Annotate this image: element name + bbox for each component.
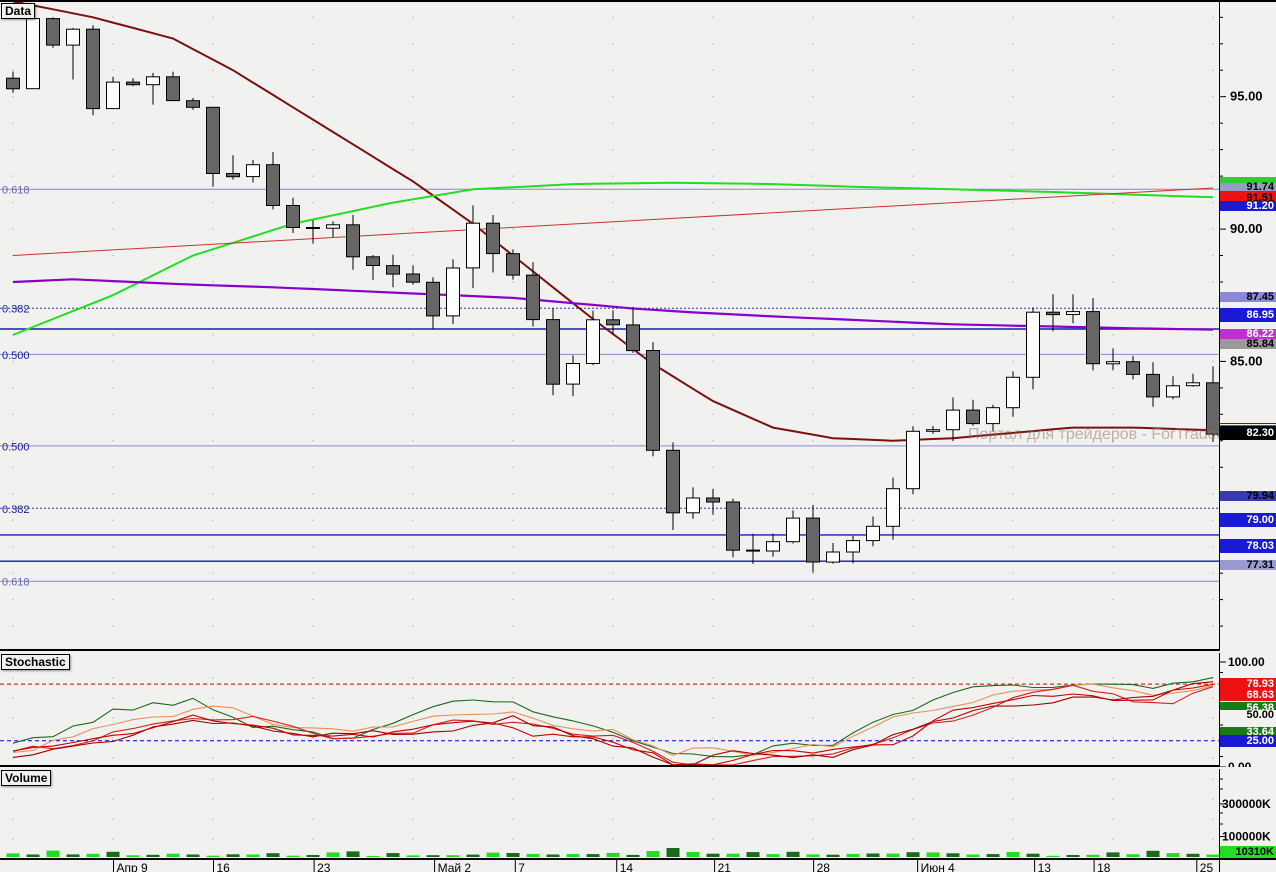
svg-text:90.00: 90.00 <box>1230 221 1263 236</box>
svg-text:0.382: 0.382 <box>2 504 30 516</box>
svg-text:23: 23 <box>317 861 331 872</box>
svg-text:85.00: 85.00 <box>1230 353 1263 368</box>
svg-text:0.382: 0.382 <box>2 304 30 316</box>
svg-text:13: 13 <box>1038 861 1052 872</box>
svg-text:0.618: 0.618 <box>2 577 30 589</box>
svg-text:Июн 4: Июн 4 <box>921 861 956 872</box>
svg-text:25: 25 <box>1200 861 1214 872</box>
svg-text:100.00: 100.00 <box>1228 655 1265 669</box>
svg-text:7: 7 <box>518 861 525 872</box>
svg-text:300000K: 300000K <box>1222 797 1271 811</box>
svg-text:Апр 9: Апр 9 <box>117 861 149 872</box>
svg-text:0.500: 0.500 <box>2 441 30 453</box>
svg-text:0.618: 0.618 <box>2 185 30 197</box>
svg-text:0.500: 0.500 <box>2 350 30 362</box>
svg-text:100000K: 100000K <box>1222 830 1271 844</box>
svg-text:18: 18 <box>1097 861 1111 872</box>
svg-text:16: 16 <box>217 861 231 872</box>
svg-text:0.00: 0.00 <box>1228 760 1252 767</box>
svg-text:Май 2: Май 2 <box>438 861 472 872</box>
svg-text:14: 14 <box>620 861 634 872</box>
svg-text:28: 28 <box>817 861 831 872</box>
svg-text:95.00: 95.00 <box>1230 89 1263 104</box>
svg-text:21: 21 <box>718 861 732 872</box>
